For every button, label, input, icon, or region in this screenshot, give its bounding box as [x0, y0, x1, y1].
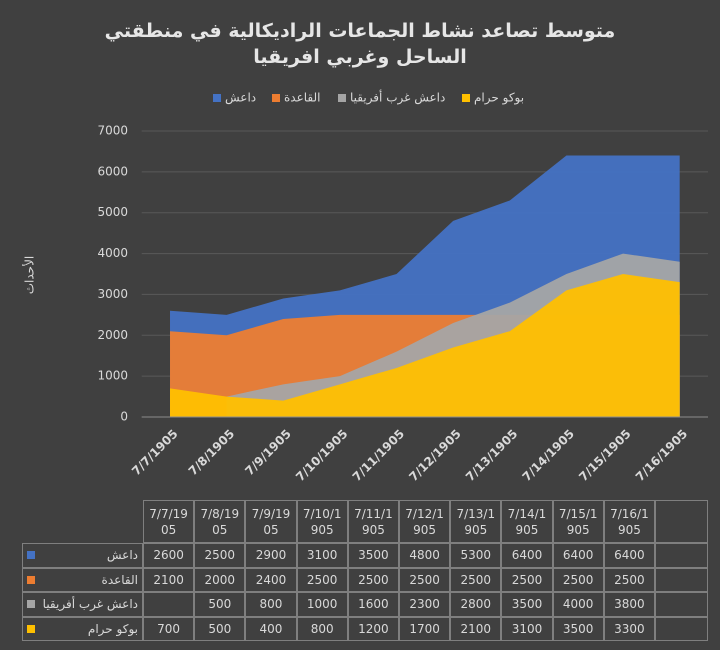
table-cell: 2500: [450, 567, 502, 592]
table-cell: 3500: [501, 592, 553, 617]
table-cell: 2500: [399, 567, 451, 592]
table-header: 7/7/1905: [143, 500, 195, 543]
table-cell: 3100: [296, 543, 348, 568]
table-cell: 800: [245, 592, 297, 617]
y-tick-label: 5000: [97, 205, 128, 219]
table-cell: [143, 592, 195, 617]
table-cell: 2100: [143, 567, 195, 592]
legend-swatch: [272, 94, 280, 102]
table-cell: 2100: [450, 616, 502, 641]
y-tick-label: 1000: [97, 369, 128, 383]
chart-title: متوسط تصاعد نشاط الجماعات الراديكالية في…: [104, 20, 616, 68]
x-tick-label: 7/10/1905: [293, 427, 350, 484]
x-tick-label: 7/14/1905: [520, 427, 577, 484]
table-row-header: بوكو حرام: [22, 616, 143, 641]
y-tick-label: 2000: [97, 328, 128, 342]
table-cell: 4800: [399, 543, 451, 568]
table-row-header: القاعدة: [22, 567, 143, 592]
y-tick-label: 3000: [97, 287, 128, 301]
table-cell: 1700: [399, 616, 451, 641]
table-cell: 6400: [552, 543, 604, 568]
table-legend-key: [27, 551, 35, 560]
legend-swatch: [338, 94, 346, 102]
table-cell: 2500: [552, 567, 604, 592]
legend-label: القاعدة: [284, 91, 320, 105]
table-cell: 2500: [603, 567, 655, 592]
table-cell: 3100: [501, 616, 553, 641]
x-tick-label: 7/8/1905: [186, 427, 238, 479]
area: [170, 274, 680, 417]
table-cell: 1200: [347, 616, 399, 641]
table-cell: [655, 616, 708, 641]
x-tick-label: 7/9/1905: [242, 427, 294, 479]
table-cell: [655, 543, 708, 568]
table-series-name: بوكو حرام: [87, 621, 138, 636]
table-cell: 3500: [552, 616, 604, 641]
x-tick-label: 7/15/1905: [576, 427, 633, 484]
table-cell: 2300: [399, 592, 451, 617]
table-cell: 700: [143, 616, 195, 641]
y-tick-label: 0: [120, 410, 128, 424]
table-cell: 1600: [347, 592, 399, 617]
legend-swatch: [213, 94, 221, 102]
table-cell: 2500: [347, 567, 399, 592]
table-header: 7/12/1905: [399, 500, 451, 543]
table-cell: 2500: [501, 567, 553, 592]
table-cell: [655, 592, 708, 617]
table-cell: 800: [296, 616, 348, 641]
y-axis-title: الأحداث: [22, 256, 37, 295]
legend-label: داعش غرب أفريقيا: [350, 90, 445, 106]
table-header: 7/16/1905: [603, 500, 655, 543]
legend-label: داعش: [225, 91, 256, 106]
table-cell: 2800: [450, 592, 502, 617]
y-tick-label: 7000: [97, 124, 128, 138]
x-tick-label: 7/7/1905: [129, 427, 181, 479]
table-row-header: داعش غرب أفريقيا: [22, 592, 143, 617]
table-cell: 500: [194, 592, 246, 617]
y-tick-label: 6000: [97, 164, 128, 178]
x-tick-label: 7/13/1905: [463, 427, 520, 484]
table-cell: 6400: [501, 543, 553, 568]
table-header: 7/10/1905: [296, 500, 348, 543]
table-cell: 3500: [347, 543, 399, 568]
table-cell: 3300: [603, 616, 655, 641]
table-cell: [655, 567, 708, 592]
x-tick-label: 7/16/1905: [633, 427, 690, 484]
table-cell: 6400: [603, 543, 655, 568]
table-cell: 500: [194, 616, 246, 641]
table-header: 7/15/1905: [552, 500, 604, 543]
x-tick-label: 7/12/1905: [406, 427, 463, 484]
table-header: [655, 500, 708, 543]
table-cell: 2600: [143, 543, 195, 568]
table-cell: 1000: [296, 592, 348, 617]
table-header: 7/13/1905: [450, 500, 502, 543]
table-cell: 2500: [296, 567, 348, 592]
table-header: 7/14/1905: [501, 500, 553, 543]
table-header: 7/8/1905: [194, 500, 246, 543]
legend-swatch: [462, 94, 470, 102]
table-cell: 2500: [194, 543, 246, 568]
table-cell: 5300: [450, 543, 502, 568]
table-cell: 2400: [245, 567, 297, 592]
table-legend-key: [27, 575, 35, 584]
legend-label: بوكو حرام: [474, 91, 524, 106]
table-series-name: داعش غرب أفريقيا: [42, 597, 138, 612]
table-legend-key: [27, 624, 35, 633]
table-row-header: داعش: [22, 543, 143, 568]
table-cell: 3800: [603, 592, 655, 617]
table-cell: 2000: [194, 567, 246, 592]
table-series-name: القاعدة: [101, 572, 138, 587]
x-tick-label: 7/11/1905: [350, 427, 407, 484]
table-header: 7/9/1905: [245, 500, 297, 543]
table-cell: 2900: [245, 543, 297, 568]
table-header: 7/11/1905: [347, 500, 399, 543]
y-tick-label: 4000: [97, 246, 128, 260]
table-series-name: داعش: [106, 548, 138, 563]
table-legend-key: [27, 600, 35, 609]
table-cell: 4000: [552, 592, 604, 617]
table-cell: 400: [245, 616, 297, 641]
